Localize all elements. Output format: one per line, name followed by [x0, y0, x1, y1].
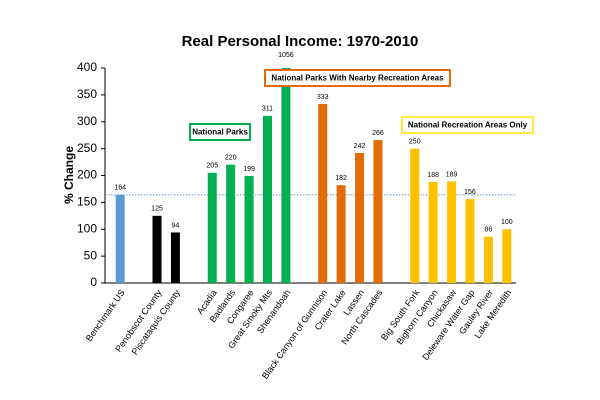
y-tick-label: 100: [77, 221, 97, 235]
bar: [318, 104, 328, 283]
value-label: 100: [501, 219, 513, 226]
value-label: 311: [262, 106, 273, 113]
value-label: 164: [114, 185, 126, 192]
bar: [336, 185, 346, 283]
value-label: 189: [446, 171, 458, 178]
bar: [410, 148, 420, 283]
bar: [226, 164, 236, 283]
value-label: 86: [484, 227, 492, 234]
bars: [115, 68, 512, 284]
bar: [355, 152, 365, 283]
y-axis-label: % Change: [62, 146, 76, 204]
bar: [244, 176, 254, 283]
x-tick-label: Black Canyon of Gunnison: [260, 288, 329, 381]
annotation: National Parks: [192, 128, 248, 137]
bar: [115, 194, 125, 283]
bar: [502, 229, 512, 283]
value-label: 1056: [278, 52, 294, 59]
bar: [447, 181, 457, 283]
bar: [483, 236, 493, 283]
annotation-box: [401, 116, 534, 134]
y-tick-label: 300: [77, 114, 97, 128]
value-label: 250: [409, 138, 421, 145]
bar: [373, 140, 383, 283]
y-tick-label: 150: [77, 195, 97, 209]
annotation: National Recreation Areas Only: [408, 121, 528, 130]
bar: [170, 232, 180, 283]
y-tick-label: 350: [77, 87, 97, 101]
annotation-box: [189, 123, 251, 141]
chart-title: Real Personal Income: 1970-2010: [182, 33, 419, 50]
value-label: 220: [225, 155, 237, 162]
annotation: National Parks With Nearby Recreation Ar…: [271, 74, 444, 83]
bar: [152, 215, 162, 283]
y-tick-label: 250: [77, 141, 97, 155]
bar: [207, 172, 217, 283]
annotation-box: [264, 69, 451, 87]
y-tick-label: 0: [90, 275, 97, 289]
value-label: 242: [354, 143, 366, 150]
y-tick-label: 400: [77, 60, 97, 74]
bar: [428, 181, 438, 283]
bar: [281, 68, 291, 283]
value-label: 182: [335, 175, 347, 182]
y-tick-label: 50: [84, 248, 98, 262]
x-tick-label: Benchmark US: [84, 288, 127, 343]
value-label: 205: [206, 163, 218, 170]
y-tick-label: 200: [77, 168, 97, 182]
value-label: 125: [151, 206, 163, 213]
bar: [262, 115, 272, 284]
value-label: 333: [317, 94, 329, 101]
value-label: 188: [427, 172, 439, 179]
value-label: 156: [464, 189, 476, 196]
value-label: 199: [243, 166, 255, 173]
bar: [465, 199, 475, 283]
value-label: 266: [372, 130, 384, 137]
value-label: 94: [172, 222, 180, 229]
